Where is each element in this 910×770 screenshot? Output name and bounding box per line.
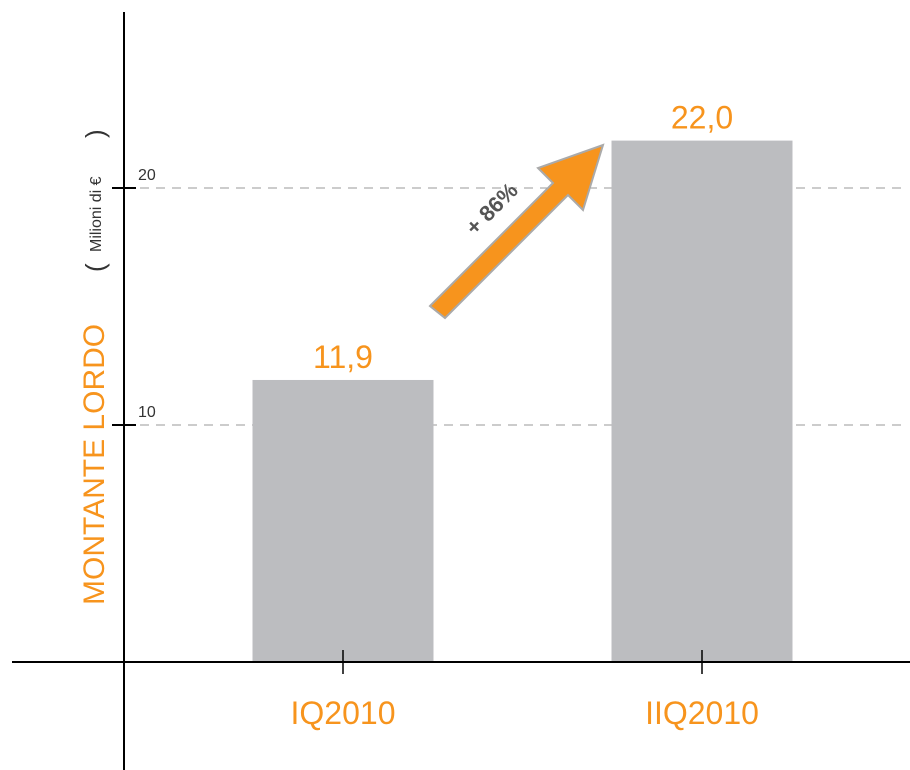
- y-tick-label: 10: [138, 404, 156, 421]
- y-axis-open-paren: (: [80, 263, 110, 272]
- x-tick-label: IQ2010: [291, 695, 396, 731]
- y-axis-unit: Milioni di €: [88, 176, 105, 252]
- bar: [253, 380, 434, 662]
- y-ticks: 10 20: [112, 167, 156, 425]
- y-axis-label: MONTANTE LORDO: [78, 324, 111, 605]
- bar: [612, 141, 793, 662]
- data-label: 11,9: [313, 339, 373, 375]
- growth-arrow-icon: [430, 145, 603, 318]
- data-label: 22,0: [671, 100, 733, 136]
- y-axis-close-paren: ): [80, 129, 110, 138]
- y-tick-label: 20: [138, 167, 156, 184]
- x-tick-label: IIQ2010: [645, 695, 759, 731]
